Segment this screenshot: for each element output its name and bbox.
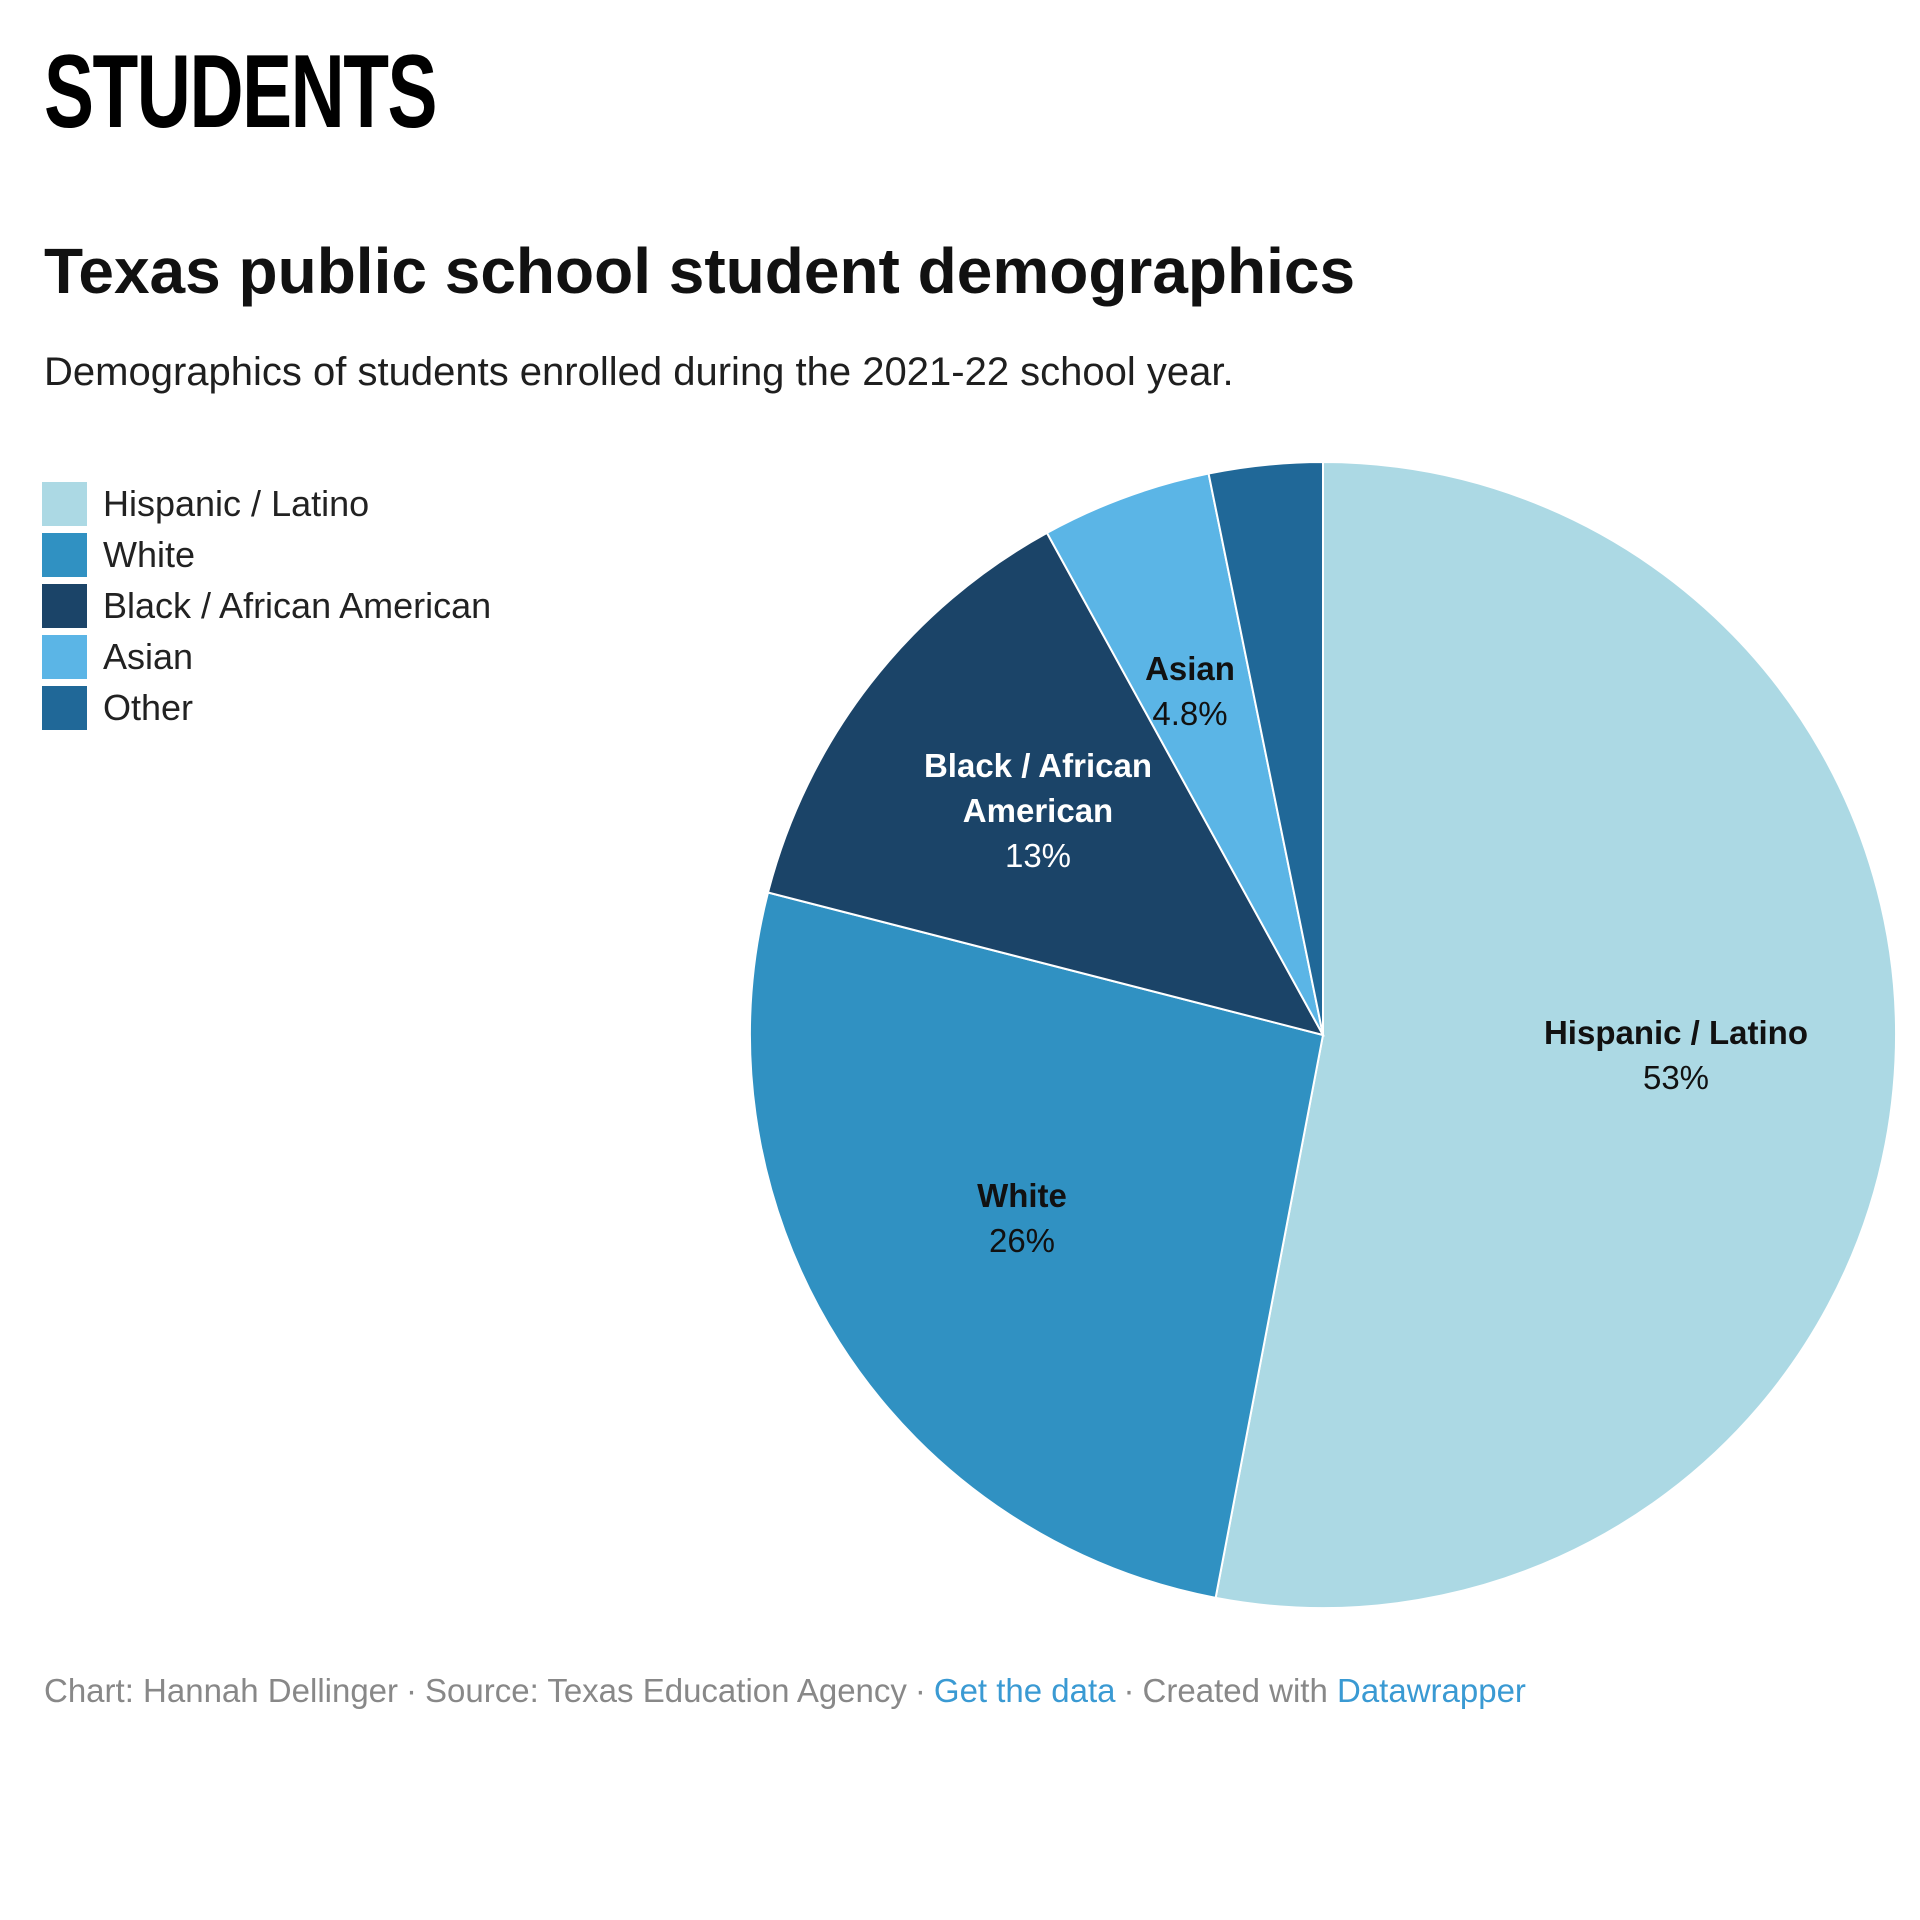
slice-label: White 26% bbox=[977, 1177, 1067, 1259]
slice-label-value: 4.8% bbox=[1152, 695, 1227, 732]
legend-label: Other bbox=[103, 686, 194, 728]
legend-label: Asian bbox=[103, 635, 194, 677]
legend-label: Hispanic / Latino bbox=[103, 482, 370, 524]
slice-label-name: Hispanic / Latino bbox=[1544, 1014, 1808, 1051]
pie-slice-hispanic-latino bbox=[1214, 460, 1897, 1609]
slice-label-name: Black / African bbox=[924, 747, 1152, 784]
legend-item: Hispanic / Latino bbox=[42, 478, 491, 529]
get-the-data-link[interactable]: Get the data bbox=[933, 1672, 1116, 1709]
chart-legend: Hispanic / Latino White Black / African … bbox=[42, 478, 491, 733]
legend-swatch-other bbox=[42, 685, 87, 730]
slice-label: Hispanic / Latino 53% bbox=[1544, 1014, 1808, 1096]
slice-label: Black / African American 13% bbox=[924, 747, 1152, 874]
slice-label: Asian 4.8% bbox=[1145, 650, 1235, 732]
footer-source: Source: Texas Education Agency bbox=[425, 1672, 907, 1709]
datawrapper-link[interactable]: Datawrapper bbox=[1336, 1672, 1526, 1709]
pie-slice-white bbox=[749, 891, 1325, 1600]
legend-swatch-asian bbox=[42, 634, 87, 679]
legend-swatch-white bbox=[42, 532, 87, 577]
footer-credit: Chart: Hannah Dellinger bbox=[44, 1672, 399, 1709]
legend-label: White bbox=[103, 533, 196, 575]
footer-separator: · bbox=[406, 1672, 418, 1709]
slice-label-name: Asian bbox=[1145, 650, 1235, 687]
pie-slice-asian bbox=[1045, 472, 1324, 1036]
chart-title: Texas public school student demographics bbox=[44, 235, 1356, 307]
footer-created: Created with bbox=[1142, 1672, 1328, 1709]
footer-separator: · bbox=[914, 1672, 926, 1709]
chart-footer: Chart: Hannah Dellinger · Source: Texas Ed… bbox=[44, 1672, 1526, 1710]
legend-item: White bbox=[42, 529, 491, 580]
slice-label-value: 53% bbox=[1643, 1059, 1709, 1096]
pie-slice-black-african-american bbox=[766, 531, 1325, 1037]
slice-label-value: 26% bbox=[989, 1222, 1055, 1259]
legend-swatch-hispanic bbox=[42, 481, 87, 526]
legend-swatch-black bbox=[42, 583, 87, 628]
legend-item: Asian bbox=[42, 631, 491, 682]
slice-label-value: 13% bbox=[1005, 837, 1071, 874]
section-heading: STUDENTS bbox=[44, 34, 437, 150]
legend-label: Black / African American bbox=[103, 584, 492, 626]
slice-label-name: White bbox=[977, 1177, 1067, 1214]
legend-item: Black / African American bbox=[42, 580, 491, 631]
footer-separator: · bbox=[1123, 1672, 1135, 1709]
slice-label-name: American bbox=[963, 792, 1113, 829]
chart-subtitle: Demographics of students enrolled during… bbox=[44, 350, 1234, 394]
pie-slice-other bbox=[1207, 460, 1324, 1036]
legend-item: Other bbox=[42, 682, 491, 733]
